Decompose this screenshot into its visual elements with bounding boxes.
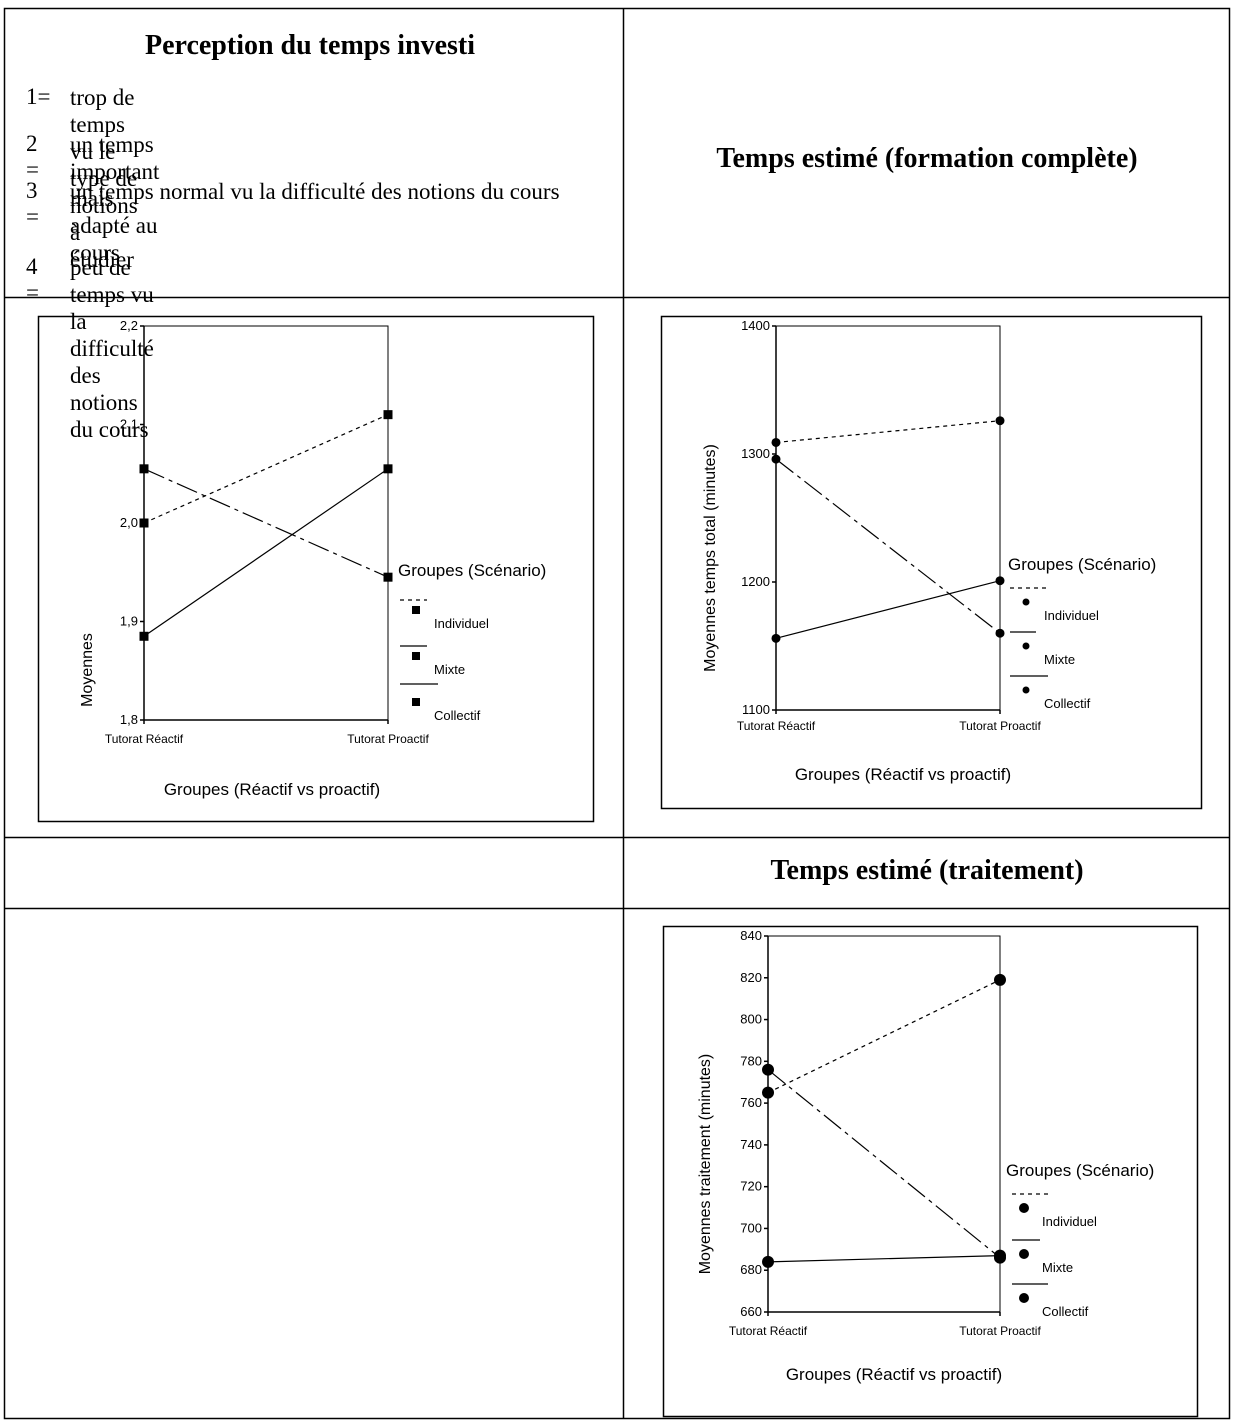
y-tick-label: 2,1	[120, 417, 138, 432]
plot-area	[767, 935, 1001, 1313]
header-formation-complete: Temps estimé (formation complète)	[716, 143, 1138, 174]
data-point-individuel	[771, 437, 781, 447]
y-tick-label: 2,0	[120, 515, 138, 530]
y-tick-label: 1300	[741, 446, 770, 461]
legend-marker-collectif	[1022, 686, 1030, 694]
header-traitement: Temps estimé (traitement)	[770, 855, 1084, 886]
scale-item-1-text: trop de temps vu le type de notions à ét…	[70, 85, 138, 272]
chart-frame	[37, 315, 595, 823]
x-tick-label: Tutorat Proactif	[347, 732, 429, 746]
scale-item-1-num: 1=	[26, 84, 51, 109]
scale-item-4-num: 4 =	[26, 254, 39, 305]
scale-item-3-num: 3 =	[26, 178, 39, 229]
data-point-individuel	[995, 416, 1005, 426]
y-tick-label: 700	[740, 1220, 762, 1235]
y-axis-label: Moyennes traitement (minutes)	[697, 1054, 714, 1275]
legend-marker-individuel	[1022, 598, 1030, 606]
chart-frame	[660, 315, 1203, 810]
y-tick-label: 1400	[741, 318, 770, 333]
legend-title: Groupes (Scénario)	[398, 561, 546, 580]
series-line-collectif	[775, 580, 1001, 639]
legend-marker-collectif	[1019, 1293, 1029, 1303]
y-tick-label: 660	[740, 1304, 762, 1319]
y-tick-label: 1,9	[120, 614, 138, 629]
x-tick-label: Tutorat Proactif	[959, 1324, 1041, 1338]
data-point-individuel	[762, 1086, 774, 1099]
legend-marker-mixte	[1022, 642, 1030, 650]
series-line-collectif	[767, 1255, 1001, 1263]
chart-frame	[662, 925, 1199, 1418]
data-point-mixte	[771, 454, 781, 464]
y-tick-label: 720	[740, 1179, 762, 1194]
y-tick-label: 820	[740, 970, 762, 985]
data-point-collectif	[139, 631, 149, 641]
legend-title: Groupes (Scénario)	[1006, 1161, 1154, 1180]
legend-marker-individuel	[1019, 1203, 1029, 1213]
y-axis-label: Moyennes	[79, 633, 96, 707]
data-point-mixte	[383, 572, 393, 582]
legend-label-collectif: Collectif	[1042, 1304, 1089, 1319]
legend-marker-mixte	[1019, 1249, 1029, 1259]
x-axis-label: Groupes (Réactif vs proactif)	[795, 765, 1011, 784]
y-tick-label: 1200	[741, 574, 770, 589]
y-tick-label: 800	[740, 1012, 762, 1027]
legend-label-individuel: Individuel	[434, 616, 489, 631]
x-tick-label: Tutorat Proactif	[959, 719, 1041, 733]
y-tick-label: 1100	[742, 702, 770, 717]
legend-label-mixte: Mixte	[434, 662, 465, 677]
y-tick-label: 760	[740, 1095, 762, 1110]
data-point-collectif	[383, 464, 393, 474]
legend-marker-collectif	[412, 698, 420, 706]
scale-item-4-text: peu de temps vu la difficulté des notion…	[70, 255, 154, 442]
y-tick-label: 2,2	[120, 318, 138, 333]
x-axis-label: Groupes (Réactif vs proactif)	[786, 1365, 1002, 1384]
legend-title: Groupes (Scénario)	[1008, 555, 1156, 574]
data-point-mixte	[139, 464, 149, 474]
data-point-mixte	[762, 1063, 774, 1076]
data-point-collectif	[995, 576, 1005, 586]
legend-label-collectif: Collectif	[434, 708, 481, 723]
y-axis-label: Moyennes temps total (minutes)	[702, 444, 719, 672]
legend-label-mixte: Mixte	[1044, 652, 1075, 667]
series-line-collectif	[143, 468, 389, 637]
x-axis-label: Groupes (Réactif vs proactif)	[164, 780, 380, 799]
scale-item-2-num: 2 =	[26, 131, 39, 182]
legend-label-individuel: Individuel	[1042, 1214, 1097, 1229]
y-tick-label: 740	[740, 1137, 762, 1152]
data-point-collectif	[762, 1255, 774, 1268]
series-line-mixte	[767, 1069, 1001, 1259]
data-point-collectif	[771, 633, 781, 643]
x-tick-label: Tutorat Réactif	[105, 732, 184, 746]
legend-marker-individuel	[412, 606, 420, 614]
data-point-individuel	[139, 518, 149, 528]
perception-title: Perception du temps investi	[144, 30, 476, 61]
scale-item-2-text: un temps important mais adapté au cours	[70, 132, 160, 265]
legend-label-collectif: Collectif	[1044, 696, 1091, 711]
y-tick-label: 1,8	[120, 712, 138, 727]
data-point-collectif	[994, 1249, 1006, 1262]
legend-label-mixte: Mixte	[1042, 1260, 1073, 1275]
series-line-mixte	[143, 468, 389, 578]
series-line-individuel	[775, 420, 1001, 444]
data-point-individuel	[383, 410, 393, 420]
scale-item-3-text: un temps normal vu la difficulté des not…	[70, 179, 560, 204]
y-tick-label: 780	[740, 1053, 762, 1068]
series-line-individuel	[767, 979, 1001, 1094]
y-tick-label: 840	[740, 928, 762, 943]
data-point-mixte	[995, 628, 1005, 638]
data-point-individuel	[994, 973, 1006, 986]
x-tick-label: Tutorat Réactif	[737, 719, 816, 733]
legend-marker-mixte	[412, 652, 420, 660]
legend-label-individuel: Individuel	[1044, 608, 1099, 623]
x-tick-label: Tutorat Réactif	[729, 1324, 808, 1338]
y-tick-label: 680	[740, 1262, 762, 1277]
series-line-mixte	[775, 458, 1001, 634]
